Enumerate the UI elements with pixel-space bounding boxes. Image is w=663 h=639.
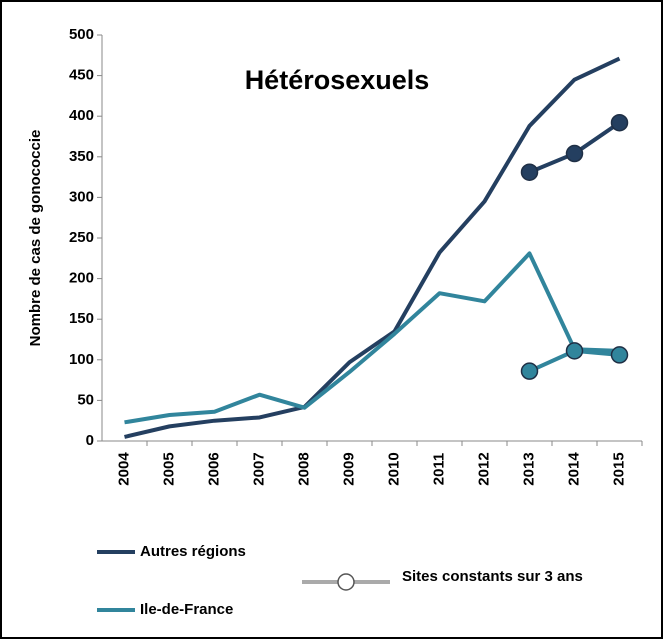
y-tick-label: 150 — [69, 310, 94, 327]
y-tick-label: 0 — [86, 432, 94, 449]
marker — [520, 362, 539, 380]
legend-label: Sites constants sur 3 ans — [402, 568, 583, 585]
x-tick-label: 2009 — [340, 452, 357, 485]
line — [124, 251, 620, 425]
x-tick-label: 2004 — [115, 452, 132, 486]
legend-label: Ile-de-France — [140, 601, 233, 618]
marker — [565, 342, 584, 360]
line — [124, 56, 621, 439]
marker — [610, 113, 629, 132]
x-tick-label: 2014 — [565, 452, 582, 486]
legend-marker — [337, 573, 355, 591]
y-tick-label: 500 — [69, 26, 94, 43]
y-tick-label: 400 — [69, 107, 94, 124]
y-tick-label: 250 — [69, 229, 94, 246]
y-axis-label: Nombre de cas de gonococcie — [27, 130, 44, 347]
legend-label: Autres régions — [140, 543, 246, 560]
x-tick-label: 2005 — [160, 452, 177, 485]
marker — [610, 346, 629, 364]
y-tick-label: 50 — [77, 391, 94, 408]
x-tick-label: 2006 — [205, 452, 222, 485]
x-tick-label: 2007 — [250, 452, 267, 485]
marker — [520, 163, 539, 181]
chart-title: Hétérosexuels — [245, 65, 430, 95]
y-tick-label: 450 — [69, 67, 94, 84]
x-tick-label: 2008 — [295, 452, 312, 485]
y-tick-label: 100 — [69, 351, 94, 368]
y-tick-label: 350 — [69, 148, 94, 165]
x-tick-label: 2011 — [430, 453, 447, 486]
y-tick-label: 300 — [69, 188, 94, 205]
x-tick-label: 2013 — [520, 452, 537, 485]
y-tick-label: 200 — [69, 270, 94, 287]
x-tick-label: 2012 — [475, 452, 492, 485]
x-tick-label: 2015 — [610, 452, 627, 485]
x-tick-label: 2010 — [385, 452, 402, 485]
marker — [565, 144, 584, 163]
